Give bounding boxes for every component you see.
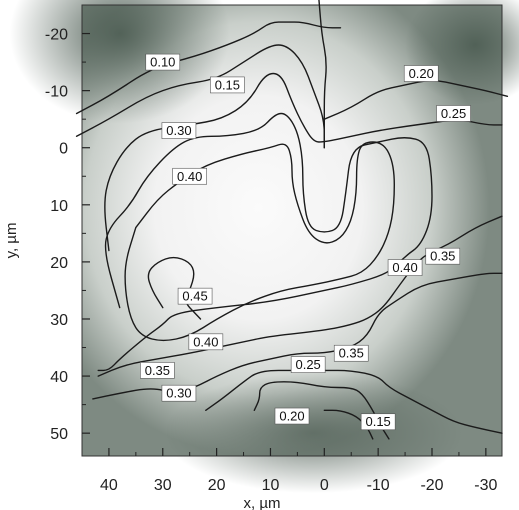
contour-label-box — [172, 167, 207, 185]
contour-label: 0.25 — [295, 357, 320, 372]
x-tick-label: 40 — [100, 477, 118, 494]
contour-label: 0.40 — [177, 169, 202, 184]
contour-label: 0.20 — [409, 66, 434, 81]
contour-label-box — [290, 356, 326, 373]
contour-line-0.30-3 — [104, 72, 503, 252]
contour-label: 0.35 — [145, 363, 170, 378]
x-tick-label: -20 — [420, 477, 443, 494]
contour-line-0.30-8 — [92, 272, 503, 400]
contour-line-0.40-5 — [124, 141, 395, 342]
y-axis-title: y, µm — [3, 223, 20, 259]
y-tick-label: -20 — [45, 27, 68, 44]
contour-label: 0.40 — [392, 260, 417, 275]
contour-line-0.20-2 — [323, 79, 509, 120]
contour-label: 0.35 — [339, 346, 364, 361]
dark-region-bottom — [163, 373, 464, 494]
contour-label-box — [145, 53, 181, 71]
contour-line-0.10-12 — [318, 0, 327, 149]
contour-line-0.15-1 — [75, 44, 325, 149]
contour-label: 0.15 — [365, 414, 390, 429]
x-tick-label: 20 — [208, 477, 226, 494]
contour-label: 0.45 — [182, 289, 207, 304]
x-tick-label: 30 — [154, 477, 172, 494]
y-tick-label: 10 — [50, 198, 68, 215]
y-tick-label: 30 — [50, 312, 68, 329]
x-tick-label: 0 — [320, 477, 329, 494]
contour-label: 0.30 — [166, 123, 191, 138]
contour-label: 0.15 — [215, 77, 240, 92]
contour-label: 0.35 — [430, 249, 455, 264]
contour-label-box — [333, 344, 369, 362]
contour-line-0.25-9 — [205, 369, 503, 434]
contour-label-box — [360, 413, 396, 431]
contour-label-box — [274, 407, 310, 425]
contour-label: 0.20 — [279, 409, 304, 424]
contour-label-box — [210, 76, 245, 94]
y-tick-label: 50 — [50, 426, 68, 443]
contour-label-box — [140, 362, 175, 379]
contour-label-box — [387, 259, 423, 276]
x-tick-label: -30 — [474, 477, 497, 494]
contour-label: 0.25 — [441, 106, 466, 121]
dark-region-top-left — [9, 0, 230, 124]
contour-line-0.35-7 — [97, 215, 503, 377]
contour-label-box — [161, 122, 197, 139]
y-tick-label: -10 — [45, 84, 68, 101]
contour-label-box — [177, 287, 213, 305]
contour-label: 0.40 — [193, 334, 218, 349]
x-axis-title: x, µm — [244, 495, 281, 510]
contour-label-box — [188, 333, 224, 351]
y-tick-label: 20 — [50, 255, 68, 272]
plot-frame — [81, 4, 503, 457]
contour-line-0.20-10 — [253, 381, 390, 440]
contour-label: 0.10 — [150, 55, 175, 70]
contour-label-box — [436, 105, 471, 122]
contour-label: 0.30 — [166, 386, 191, 401]
contour-line-0.10-0 — [75, 21, 342, 115]
y-tick-label: 40 — [50, 369, 68, 386]
x-tick-label: 10 — [262, 477, 280, 494]
contour-label-box — [425, 247, 461, 265]
contour-label-box — [161, 384, 197, 402]
y-tick-label: 0 — [59, 141, 68, 158]
contour-label-box — [403, 65, 439, 82]
x-tick-label: -10 — [367, 477, 390, 494]
